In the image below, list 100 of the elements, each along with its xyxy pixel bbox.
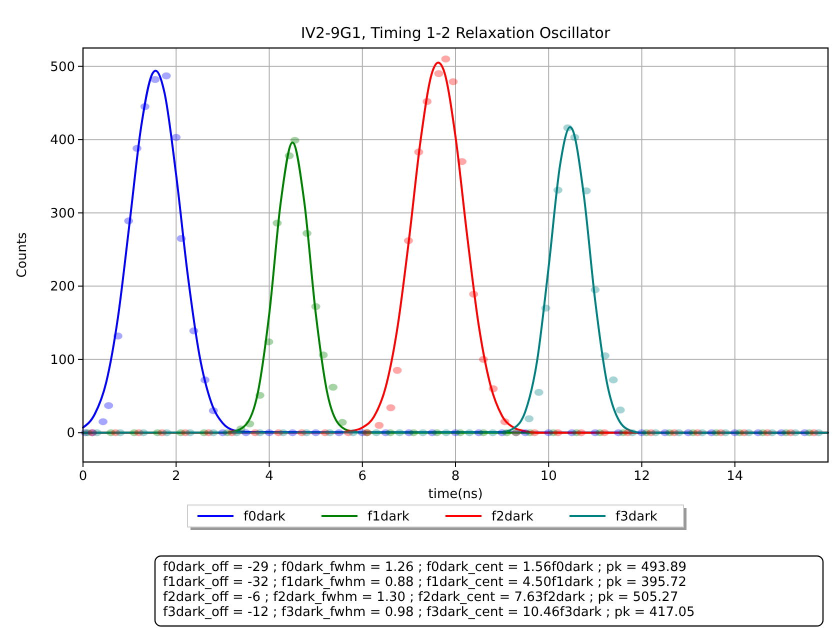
point <box>563 124 572 132</box>
point <box>255 429 264 436</box>
text: f1dark_off = -32 ; f1dark_fwhm = 0.88 ; f1dark_cent = 4.50f1dark ; pk = 395.72 <box>163 575 686 590</box>
point <box>264 338 274 346</box>
point <box>608 376 618 384</box>
point <box>392 366 402 374</box>
x-axis-title: time(ns) <box>428 487 483 502</box>
point <box>674 429 684 436</box>
point <box>290 136 300 144</box>
point <box>284 152 294 160</box>
point <box>139 429 148 436</box>
point <box>311 429 320 436</box>
x-tick-label: 12 <box>633 469 650 484</box>
point <box>432 429 442 436</box>
point <box>264 429 274 436</box>
point <box>338 418 347 426</box>
x-tick-label: 6 <box>358 469 367 484</box>
point <box>478 356 488 363</box>
point <box>534 388 544 396</box>
point <box>790 429 800 436</box>
text: f0dark_off = -29 ; f0dark_fwhm = 1.26 ; f0dark_cent = 1.56f0dark ; pk = 493.89 <box>163 560 686 575</box>
point <box>570 134 580 141</box>
point <box>414 148 424 156</box>
point <box>162 72 171 80</box>
point <box>245 420 254 428</box>
legend-label: f3dark <box>616 510 658 524</box>
point <box>395 429 404 436</box>
point <box>590 286 600 294</box>
point <box>208 407 218 414</box>
point <box>600 352 610 360</box>
point <box>530 429 540 436</box>
point <box>311 303 320 310</box>
point <box>502 429 512 436</box>
point <box>541 304 550 312</box>
point <box>651 429 660 436</box>
point <box>150 76 160 84</box>
point <box>500 418 510 426</box>
point <box>288 429 298 436</box>
point <box>208 429 218 436</box>
point <box>442 429 451 436</box>
point <box>768 429 777 436</box>
point <box>488 385 498 392</box>
point <box>116 429 125 436</box>
point <box>372 429 381 436</box>
text: f3dark_off = -12 ; f3dark_fwhm = 0.98 ; f3dark_cent = 10.46f3dark ; pk = 417.05 <box>163 605 695 620</box>
point <box>553 186 562 194</box>
point <box>553 429 562 436</box>
point <box>140 103 150 110</box>
point <box>448 78 458 86</box>
point <box>434 70 444 78</box>
point <box>478 429 488 436</box>
point <box>104 402 114 410</box>
point <box>255 392 264 399</box>
point <box>458 158 467 166</box>
point <box>302 429 311 436</box>
point <box>582 187 591 194</box>
x-tick-label: 8 <box>451 469 460 484</box>
point <box>441 55 450 62</box>
point <box>374 422 384 429</box>
point <box>422 98 432 105</box>
point <box>186 429 195 436</box>
y-axis-title: Counts <box>15 232 30 278</box>
point <box>386 429 395 436</box>
x-tick-label: 4 <box>265 469 274 484</box>
point <box>404 237 413 244</box>
x-tick-label: 0 <box>78 469 88 484</box>
point <box>200 376 210 384</box>
y-tick-label: 400 <box>50 133 75 148</box>
point <box>418 429 428 436</box>
point <box>456 429 465 436</box>
point <box>600 429 609 436</box>
y-tick-label: 500 <box>50 60 75 75</box>
point <box>132 144 142 152</box>
x-tick-label: 2 <box>172 469 180 484</box>
point <box>176 235 186 242</box>
point <box>744 429 754 436</box>
x-tick-label: 10 <box>540 469 557 484</box>
legend-label: f1dark <box>368 510 410 524</box>
chart-title: IV2-9G1, Timing 1-2 Relaxation Oscillator <box>300 24 611 42</box>
y-tick-label: 300 <box>50 206 75 222</box>
point <box>469 290 478 298</box>
point <box>98 418 108 426</box>
point <box>628 429 637 436</box>
point <box>488 429 498 436</box>
point <box>92 429 102 436</box>
point <box>189 327 198 334</box>
point <box>328 384 338 391</box>
point <box>302 230 312 237</box>
point <box>318 352 328 359</box>
point <box>409 429 418 436</box>
point <box>113 332 122 340</box>
point <box>524 415 534 422</box>
point <box>124 217 134 224</box>
point <box>172 134 181 141</box>
legend-label: f0dark <box>244 510 286 524</box>
point <box>272 220 282 227</box>
point <box>278 429 288 436</box>
point <box>386 404 396 412</box>
point <box>325 429 334 436</box>
point <box>232 429 242 436</box>
